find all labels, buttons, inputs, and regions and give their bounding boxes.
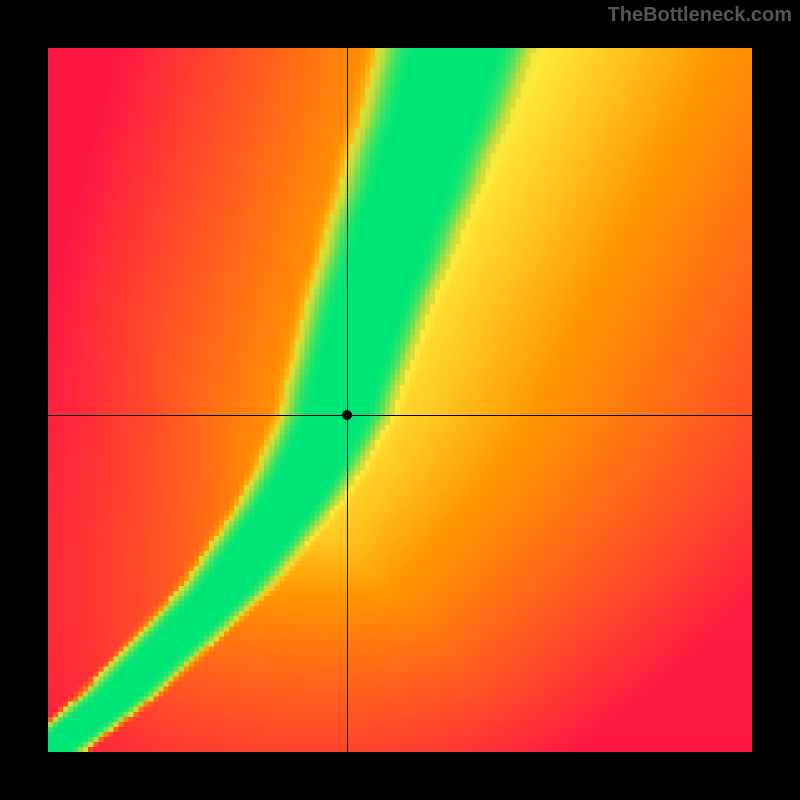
crosshair-horizontal [48,415,752,416]
watermark-text: TheBottleneck.com [608,4,792,27]
heatmap-canvas [48,48,752,752]
crosshair-vertical [347,48,348,752]
marker-dot [342,410,352,420]
plot-area [48,48,752,752]
